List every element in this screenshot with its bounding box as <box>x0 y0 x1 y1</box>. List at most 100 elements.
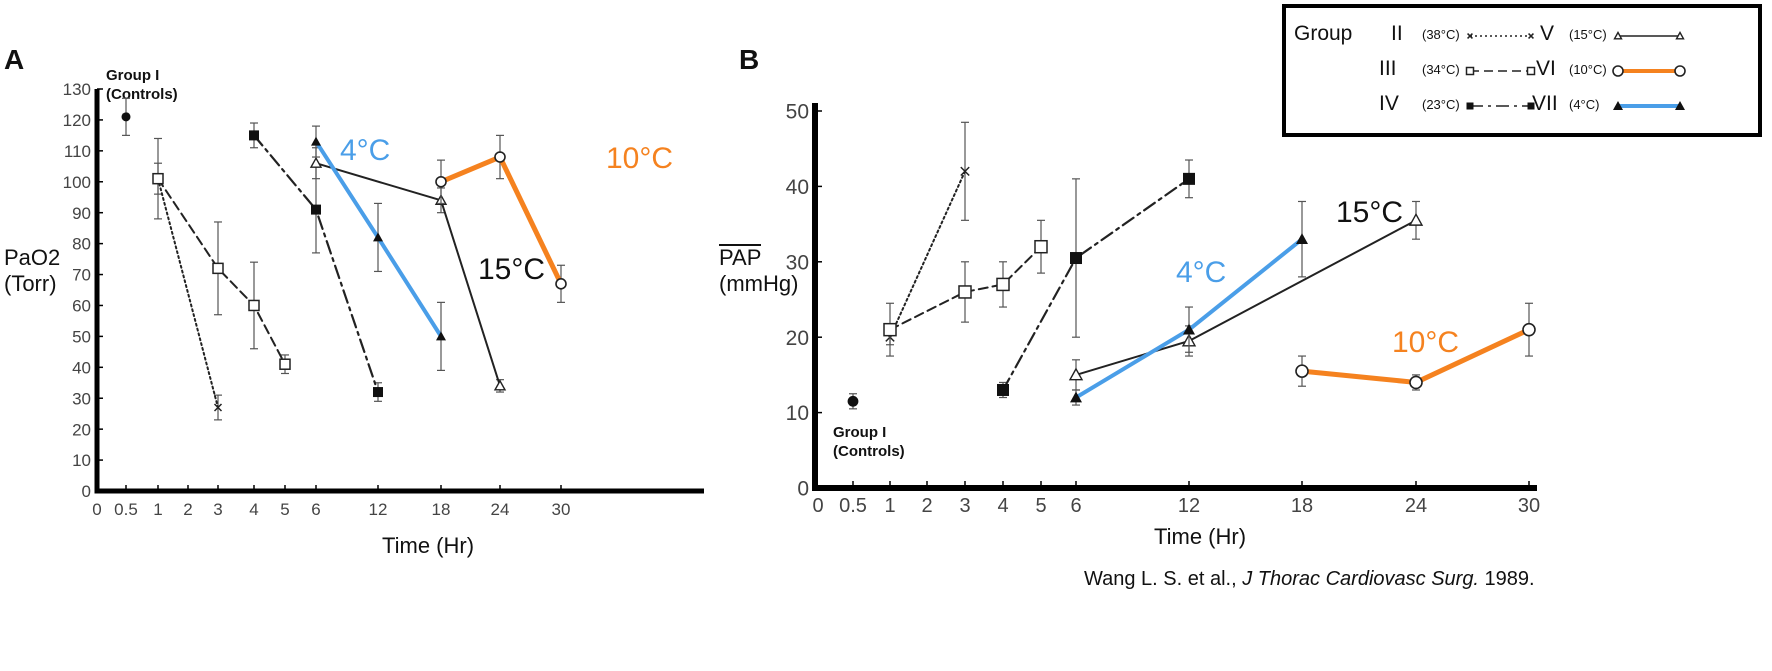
panel-a-ylabel-line1: PaO2 <box>4 245 61 270</box>
panel-b-x-tick-label: 30 <box>1518 495 1540 517</box>
panel-a-x-tick-label: 0.5 <box>114 500 138 519</box>
panel-b-series-vii <box>1070 200 1308 406</box>
panel-b-series-iv <box>997 159 1195 399</box>
legend-temp-vi: (10°C) <box>1569 62 1607 77</box>
panel-b-series-v-point <box>1068 367 1084 381</box>
panel-b-letter: B <box>739 44 760 75</box>
panel-a-annotation-4c: 4°C <box>340 134 390 167</box>
panel-a-x-tick-label: 3 <box>213 500 222 519</box>
citation-year: 1989. <box>1479 568 1535 590</box>
panel-a-series-iii-point <box>279 358 291 370</box>
legend-swatch-vi <box>1612 65 1686 77</box>
panel-a-series-iv <box>249 122 383 402</box>
panel-a-y-tick-label: 50 <box>72 328 91 347</box>
panel-b-y-tick-label: 50 <box>786 101 809 124</box>
panel-a-series-vii-point <box>373 232 383 242</box>
legend-swatch-v-marker-end <box>1675 31 1685 40</box>
panel-b-x-tick-label: 18 <box>1291 495 1313 517</box>
panel-b-series-vii-point <box>1070 391 1082 403</box>
legend-temp-iii: (34°C) <box>1422 62 1460 77</box>
panel-a-y-tick-label: 0 <box>82 482 91 501</box>
panel-b-series-iv-point <box>997 383 1009 396</box>
legend-group-label: Group <box>1294 22 1353 45</box>
panel-b-series-i-point <box>847 395 859 407</box>
citation-journal: J Thorac Cardiovasc Surg. <box>1242 568 1479 590</box>
legend-temp-iv: (23°C) <box>1422 97 1460 112</box>
legend-name-ii: II <box>1391 22 1403 45</box>
panel-b-annotation-4c: 4°C <box>1176 256 1226 289</box>
panel-b-series-iii-point <box>1034 239 1048 254</box>
panel-a-series-iii-point <box>152 172 164 185</box>
panel-b-series-vii-point <box>1183 323 1195 335</box>
panel-a-y-tick-label: 120 <box>63 111 91 130</box>
panel-b-series-vii-point <box>1296 233 1308 244</box>
panel-a-y-tick-label: 100 <box>63 173 91 192</box>
panel-a-y-tick-label: 70 <box>72 266 91 285</box>
panel-a-series-i <box>121 97 131 136</box>
panel-a-annotation-15c: 15°C <box>478 253 545 286</box>
legend-swatch-vi-marker-start <box>1612 65 1624 77</box>
legend-swatch-ii <box>1467 33 1534 39</box>
panel-b-series-iv-point <box>1183 172 1195 185</box>
legend-swatch-ii-marker-start <box>1467 33 1473 39</box>
citation-authors: Wang L. S. et al., <box>1084 568 1243 590</box>
legend-swatch-iv <box>1466 102 1535 110</box>
panel-b-series-i <box>847 393 859 410</box>
panel-b-series-iii-point <box>958 285 972 299</box>
panel-b-series-ii-line <box>889 170 966 339</box>
panel-a-x-tick-label: 2 <box>183 500 192 519</box>
panel-a-series-iv-point <box>311 204 321 215</box>
panel-a-series-iii-line <box>157 177 286 366</box>
panel-a-x-tick-label: 12 <box>369 500 388 519</box>
panel-b-x-tick-label: 0.5 <box>839 495 867 517</box>
panel-a-series-vi-point <box>555 278 567 290</box>
legend-swatch-v-marker-start <box>1613 31 1623 40</box>
legend-swatch-iii-marker-end <box>1526 66 1536 76</box>
panel-a-series-vii-point <box>436 331 446 341</box>
legend-temp-ii: (38°C) <box>1422 27 1460 42</box>
panel-b-x-tick-label: 1 <box>884 495 895 517</box>
legend-swatch-iii-marker-start <box>1465 66 1475 76</box>
panel-a-x-tick-label: 6 <box>311 500 320 519</box>
panel-b-x-tick-label: 12 <box>1178 495 1200 517</box>
panel-a-x-tick-label: 1 <box>153 500 162 519</box>
panel-b-series-ii-point <box>960 166 970 177</box>
panel-a-annotation-10c: 10°C <box>606 142 673 175</box>
legend-swatch-iv-marker-start <box>1466 102 1474 110</box>
panel-b-controls-label-2: (Controls) <box>833 443 905 460</box>
panel-a-series-vi-point <box>494 151 506 163</box>
panel-b-y-tick-label: 40 <box>786 176 809 199</box>
panel-a-y-tick-label: 60 <box>72 297 91 316</box>
panel-b-series-iii <box>883 219 1048 357</box>
panel-a-series-ii-point <box>213 403 223 412</box>
panel-b-series-vi-point <box>1409 375 1423 390</box>
panel-b-x-tick-label: 6 <box>1070 495 1081 517</box>
panel-b-annotation-15c: 15°C <box>1336 196 1403 229</box>
panel-a-y-tick-label: 130 <box>63 80 91 99</box>
panel-a-series-ii-point-stroke-2 <box>213 403 223 412</box>
panel-a-x-tick-label: 5 <box>280 500 289 519</box>
panel-b-x-tick-label: 0 <box>812 495 823 517</box>
panel-a-x-tick-label: 24 <box>491 500 510 519</box>
panel-a-series-iv-point <box>373 387 383 398</box>
panel-a-series-iii-point <box>248 299 260 312</box>
panel-b-controls-label-1: Group I <box>833 424 887 441</box>
legend: Group II (38°C) III (34°C) IV (23°C) V (… <box>1282 4 1762 137</box>
panel-a-series-iii-point <box>212 262 224 275</box>
panel-b-x-tick-label: 24 <box>1405 495 1427 517</box>
panel-a-letter: A <box>4 44 25 75</box>
panel-b-series-v-point <box>1408 212 1424 226</box>
panel-b-y-tick-label: 20 <box>786 327 809 350</box>
legend-swatch-vii <box>1613 101 1685 110</box>
panel-a-x-tick-label: 0 <box>92 500 101 519</box>
panel-a-series-iii <box>152 137 291 375</box>
panel-b-xlabel: Time (Hr) <box>1154 524 1247 549</box>
panel-a-series-vi-point <box>435 175 447 188</box>
panel-a-x-tick-label: 30 <box>552 500 571 519</box>
legend-swatch-ii-marker-end <box>1528 33 1534 39</box>
legend-temp-v: (15°C) <box>1569 27 1607 42</box>
panel-a-series-vi <box>435 134 567 303</box>
panel-a-series-vii-point <box>311 136 321 146</box>
